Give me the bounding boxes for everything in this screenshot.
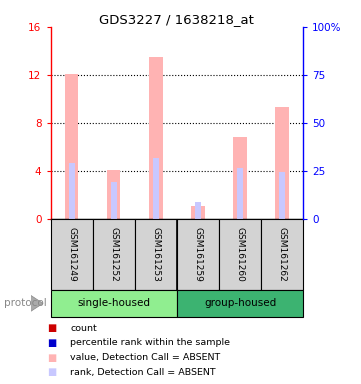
- Text: single-housed: single-housed: [77, 298, 150, 308]
- Bar: [135, 219, 177, 290]
- Bar: [275, 107, 289, 219]
- Bar: [51, 290, 177, 317]
- Text: GSM161249: GSM161249: [67, 227, 76, 282]
- Text: count: count: [70, 324, 97, 333]
- Text: percentile rank within the sample: percentile rank within the sample: [70, 338, 230, 348]
- Bar: [93, 219, 135, 290]
- Text: ■: ■: [47, 323, 56, 333]
- Text: rank, Detection Call = ABSENT: rank, Detection Call = ABSENT: [70, 367, 216, 377]
- Bar: [195, 202, 201, 219]
- Title: GDS3227 / 1638218_at: GDS3227 / 1638218_at: [99, 13, 255, 26]
- Text: GSM161262: GSM161262: [278, 227, 287, 282]
- Bar: [51, 219, 93, 290]
- Text: GSM161260: GSM161260: [236, 227, 244, 282]
- Bar: [111, 182, 117, 219]
- Bar: [177, 219, 219, 290]
- Bar: [177, 290, 303, 317]
- Bar: [153, 158, 159, 219]
- Bar: [233, 137, 247, 219]
- Bar: [149, 57, 162, 219]
- Bar: [279, 172, 285, 219]
- Bar: [69, 163, 75, 219]
- Text: GSM161259: GSM161259: [193, 227, 203, 282]
- Bar: [65, 74, 78, 219]
- Text: ■: ■: [47, 367, 56, 377]
- Bar: [219, 219, 261, 290]
- Bar: [261, 219, 303, 290]
- Text: GSM161253: GSM161253: [151, 227, 160, 282]
- Text: ■: ■: [47, 353, 56, 362]
- Text: ■: ■: [47, 338, 56, 348]
- Bar: [237, 169, 243, 219]
- Bar: [191, 206, 205, 219]
- Text: GSM161252: GSM161252: [109, 227, 118, 282]
- Text: value, Detection Call = ABSENT: value, Detection Call = ABSENT: [70, 353, 221, 362]
- Text: group-housed: group-housed: [204, 298, 276, 308]
- Text: protocol: protocol: [4, 298, 46, 308]
- Bar: [107, 170, 121, 219]
- Polygon shape: [31, 295, 43, 311]
